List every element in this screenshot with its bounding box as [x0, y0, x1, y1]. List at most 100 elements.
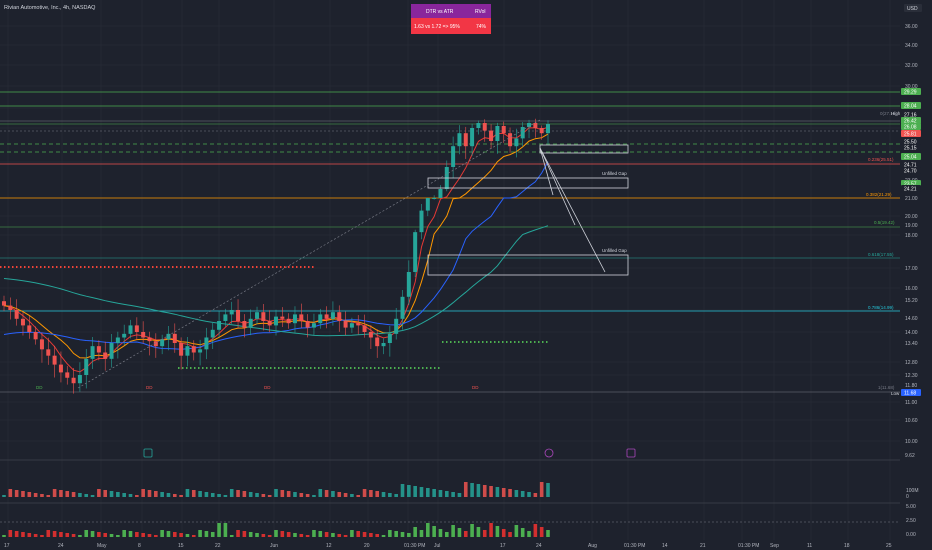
- atr-bar: [172, 532, 177, 537]
- atr-bar: [166, 531, 171, 537]
- atr-bar: [21, 532, 25, 537]
- candle: [134, 325, 139, 332]
- price-tick-label: 11.80: [905, 383, 917, 389]
- volume-bar: [280, 490, 285, 497]
- volume-bar: [533, 493, 538, 497]
- candle: [527, 123, 532, 127]
- atr-bar: [185, 534, 190, 537]
- candle: [413, 232, 418, 272]
- price-tick-label: 14.60: [905, 316, 918, 322]
- volume-bar: [229, 489, 234, 497]
- volume-bar: [21, 491, 25, 497]
- atr-bar: [97, 532, 101, 537]
- candle: [324, 314, 329, 319]
- volume-bar: [514, 490, 519, 497]
- price-badge-label: 25.81: [904, 132, 917, 138]
- atr-bar: [293, 533, 297, 537]
- atr-bar: [350, 530, 354, 537]
- volume-bar: [46, 495, 51, 497]
- candle: [356, 323, 361, 326]
- price-badge-label: 24.21: [904, 187, 917, 193]
- atr-bar: [337, 534, 342, 537]
- event-marker[interactable]: [544, 448, 554, 458]
- volume-bar: [122, 493, 126, 497]
- candle: [204, 337, 209, 350]
- time-axis[interactable]: 17 24 May 8 15 22 Jun 12 20 01:30 PM Jul 17 24 Aug 01:…: [4, 543, 892, 549]
- event-marker[interactable]: [143, 448, 153, 458]
- volume-bar: [191, 490, 196, 497]
- volume-bar: [375, 491, 380, 497]
- candle: [280, 316, 285, 319]
- time-tick-label: May: [97, 543, 107, 549]
- candle: [147, 337, 152, 342]
- atr-bar: [141, 533, 145, 537]
- candle: [242, 321, 247, 328]
- atr-bar: [286, 532, 291, 537]
- price-badge: [901, 130, 921, 137]
- candle: [217, 321, 222, 330]
- time-tick-label: 24: [536, 543, 542, 549]
- low-label: Low: [891, 391, 900, 396]
- time-tick-label: 20: [364, 543, 370, 549]
- candle: [210, 329, 215, 338]
- price-tick-label: 14.00: [905, 330, 918, 336]
- volume-bar: [248, 492, 253, 497]
- atr-bar: [419, 530, 424, 537]
- volume-bar: [59, 490, 63, 497]
- price-tick-label: 36.00: [905, 24, 918, 30]
- atr-bar: [312, 530, 316, 537]
- atr-bar: [147, 534, 152, 537]
- candle: [236, 310, 241, 321]
- volume-bar: [116, 492, 120, 497]
- price-badge-label: 24.71: [904, 163, 917, 169]
- volume-bar: [508, 489, 512, 497]
- time-tick-label: 24: [58, 543, 64, 549]
- candle: [153, 341, 158, 347]
- atr-bar: [46, 530, 51, 537]
- volume-bar: [356, 495, 361, 497]
- candle: [539, 128, 544, 134]
- volume-bar: [539, 482, 544, 497]
- arrow-3: [539, 147, 606, 273]
- candle: [463, 133, 468, 147]
- volume-bar: [255, 493, 259, 497]
- event-marker[interactable]: [626, 448, 636, 458]
- candle: [400, 296, 405, 319]
- volume-bar: [457, 493, 462, 497]
- price-badge-label: 23.57: [904, 182, 917, 188]
- candle: [274, 316, 278, 326]
- candle: [508, 133, 513, 147]
- volume-bar: [407, 485, 411, 497]
- price-badge: [901, 167, 921, 174]
- price-axis[interactable]: 36.0034.0032.0030.0023.0022.0021.0020.00…: [900, 0, 932, 550]
- time-tick-label: Jul: [434, 543, 440, 549]
- volume-bar: [236, 490, 240, 497]
- atr-bar: [299, 534, 304, 537]
- atr-bar: [154, 535, 158, 537]
- volume-bar: [198, 491, 202, 497]
- atr-bar: [59, 532, 63, 537]
- volume-bar: [463, 482, 468, 497]
- volume-bar: [274, 489, 278, 497]
- atr-bar: [191, 535, 196, 537]
- price-badge: [901, 185, 921, 192]
- atr-bar: [84, 530, 89, 537]
- atr-bar: [204, 531, 209, 537]
- time-tick-label: Sep: [770, 543, 779, 549]
- volume-bar: [97, 489, 101, 497]
- candle: [337, 312, 342, 321]
- currency-badge[interactable]: USD: [904, 4, 922, 12]
- candle: [58, 364, 63, 373]
- candle: [160, 339, 165, 347]
- volume-bar: [242, 491, 247, 497]
- volume-bar: [444, 491, 449, 497]
- volume-bar: [362, 489, 367, 497]
- candle: [20, 318, 25, 326]
- atr-bar: [520, 528, 525, 537]
- dd-label: DD: [36, 385, 43, 390]
- atr-bar: [103, 533, 108, 537]
- atr-bar: [426, 523, 430, 537]
- volume-bar: [78, 493, 82, 497]
- price-tick-label: 20.00: [905, 214, 918, 220]
